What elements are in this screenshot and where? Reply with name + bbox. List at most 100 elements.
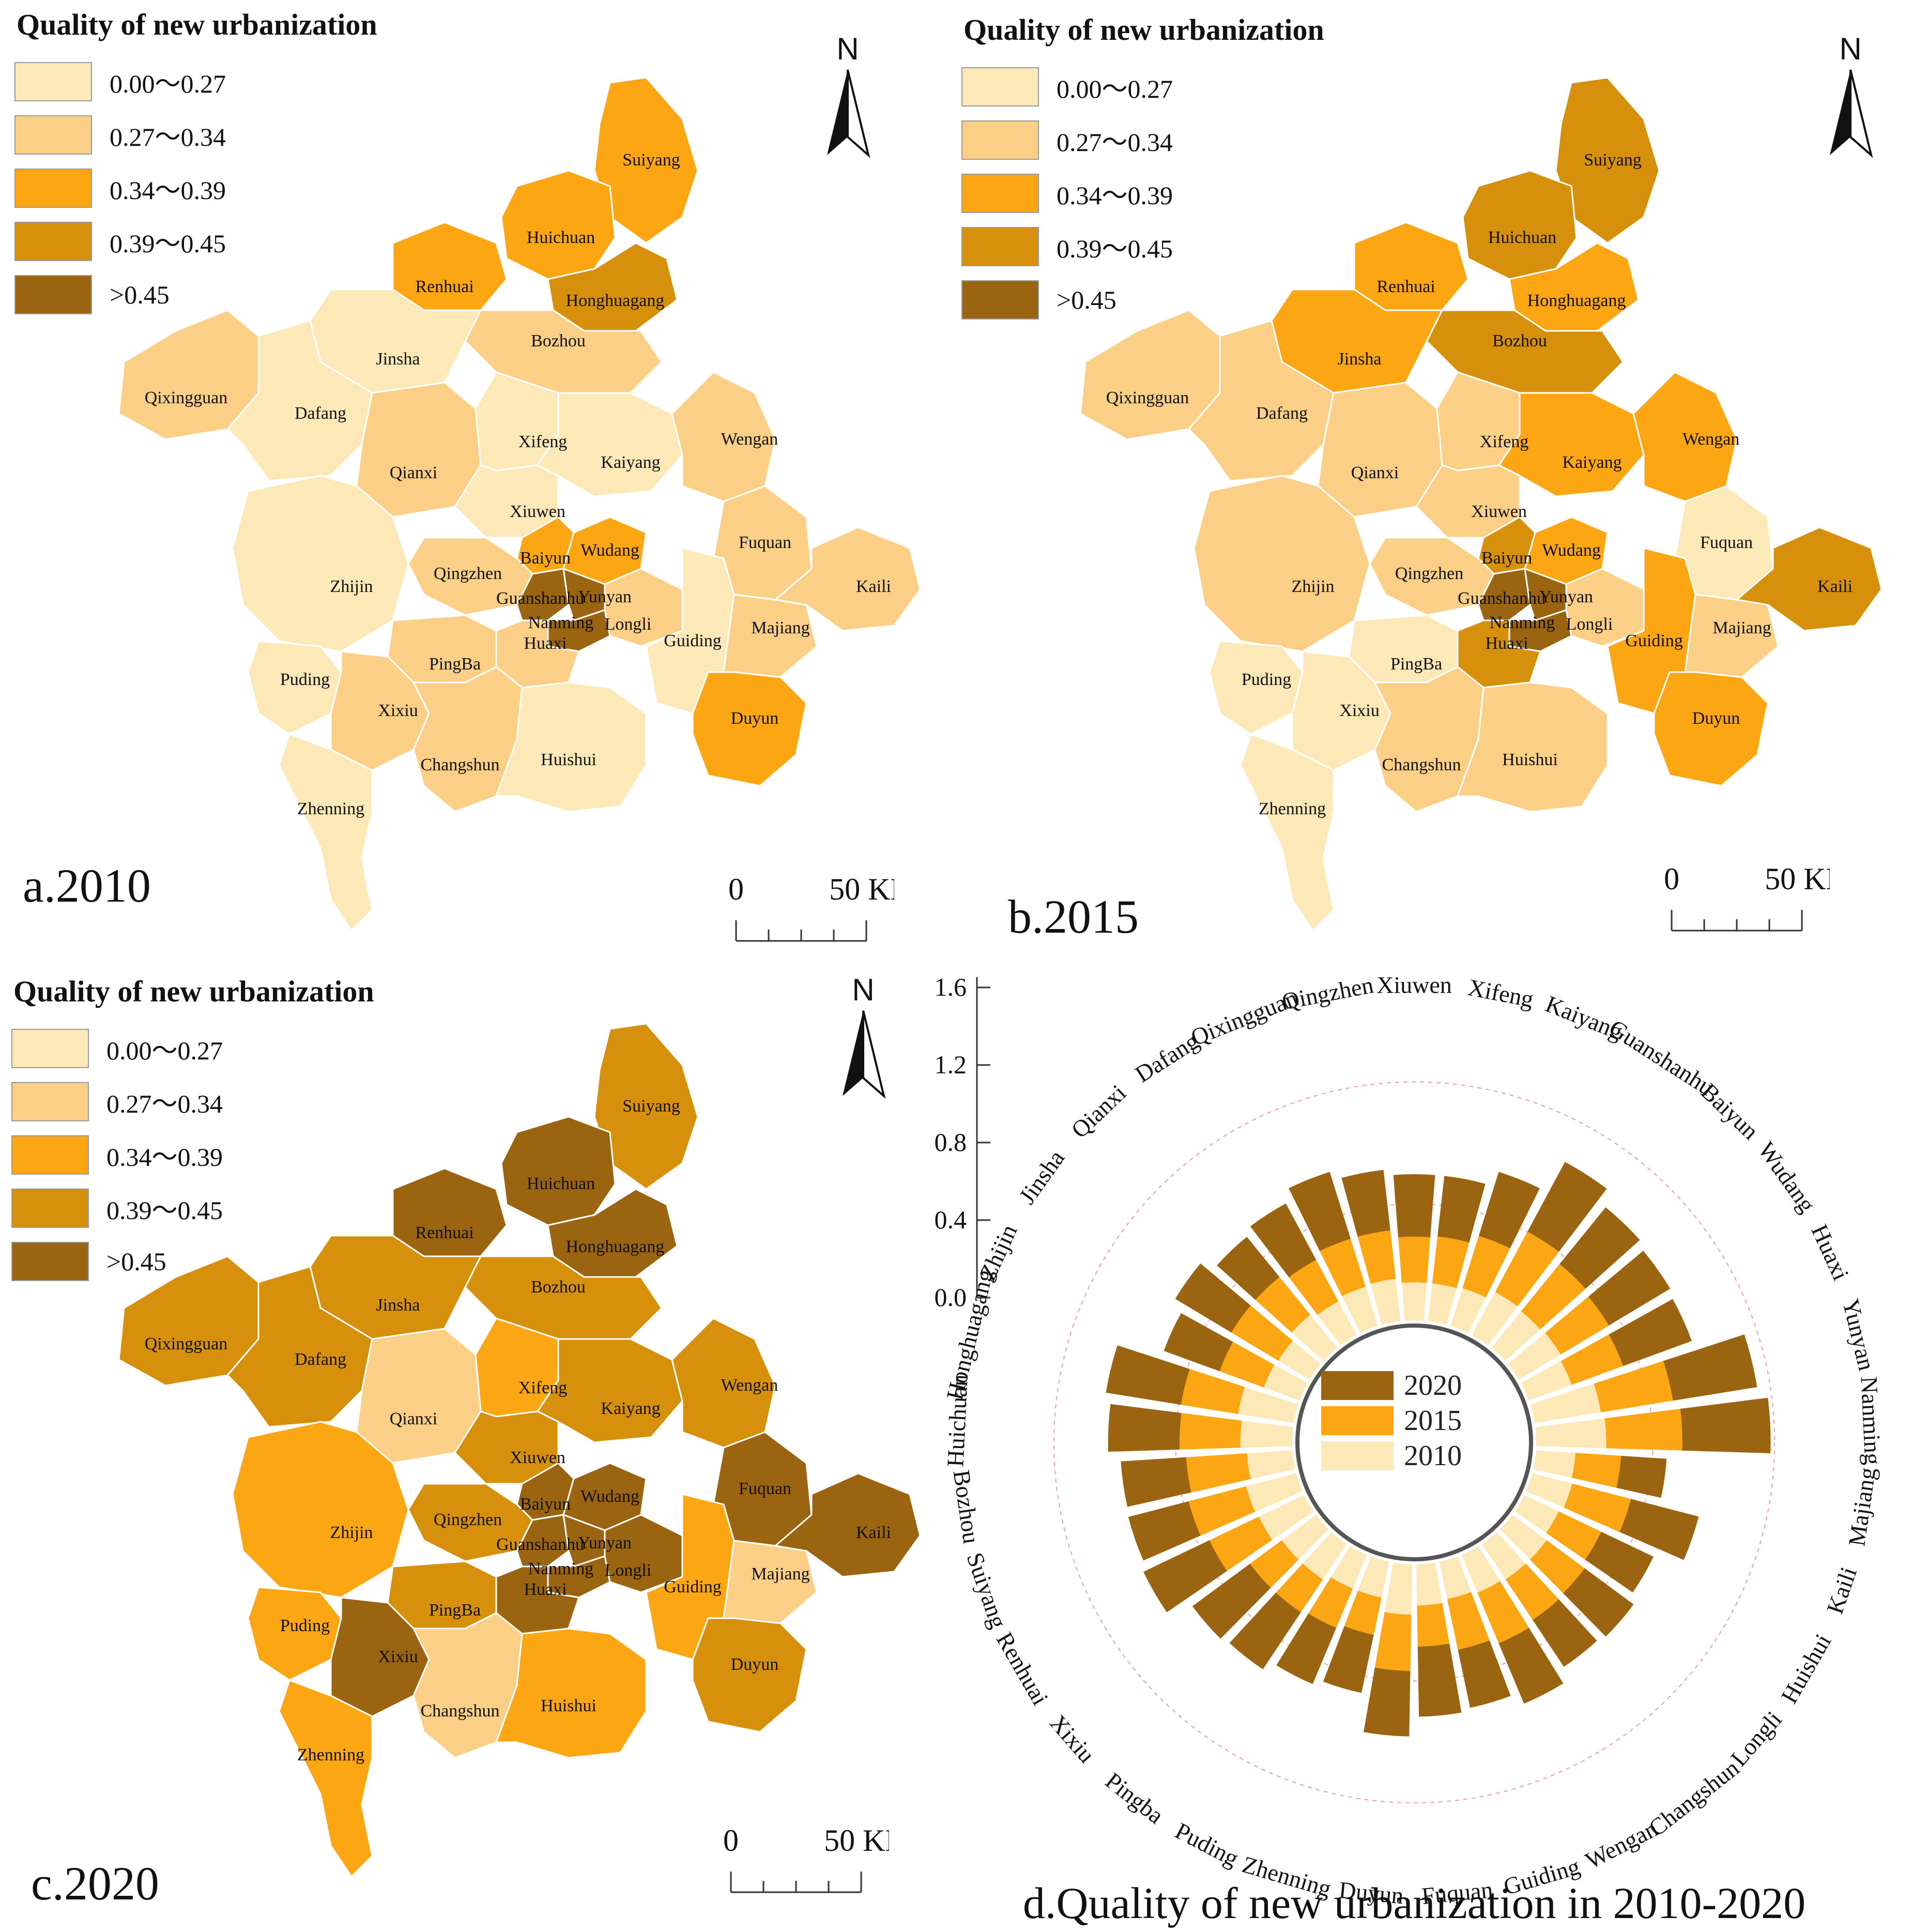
polar-bar-2015-wengan [1477, 1581, 1529, 1644]
polar-bar-2010-changshun [1481, 1532, 1526, 1579]
county-label: Wudang [580, 1487, 639, 1506]
legend-item: 0.34～0.39 [961, 174, 1173, 213]
county-label: Qingzhen [1395, 564, 1463, 583]
county-region-bozhou [464, 1255, 663, 1340]
choropleth-map: Suiyang Huichuan Renhuai Honghuagang Bozhou J… [1079, 77, 1883, 932]
polar-bar-2010-suiyang [1246, 1473, 1303, 1512]
polar-bar-2020-wengan [1498, 1627, 1564, 1704]
legend-label: >0.45 [110, 280, 170, 309]
polar-bar-2015-wudang [1545, 1297, 1609, 1355]
legend-item: 0.27～0.34 [11, 1082, 223, 1121]
polar-category-label: Changshun [1644, 1755, 1744, 1842]
county-label: Suiyang [622, 150, 680, 170]
legend-swatch [11, 1029, 89, 1068]
polar-bar-2020-bozhou [1121, 1457, 1191, 1507]
county-label: Xixiu [1339, 701, 1379, 720]
county-label: Qianxi [1351, 463, 1399, 482]
county-label: Guanshanhu [1458, 589, 1546, 608]
county-label: Nanming [1490, 613, 1555, 632]
county-region-suiyang [593, 77, 699, 244]
polar-bar-2015-dafang [1289, 1259, 1339, 1315]
legend-label: 0.39～0.45 [1057, 234, 1173, 263]
legend-label: 0.00～0.27 [1057, 74, 1173, 103]
inner-circle [1295, 1324, 1533, 1561]
north-arrow-icon: N [1830, 32, 1873, 158]
county-region-bozhou [1426, 309, 1624, 394]
legend-label: 0.27～0.34 [1057, 128, 1173, 157]
county-label: Bozhou [1492, 331, 1547, 351]
scale-bar: 0 50 KM [728, 872, 894, 942]
legend-item: >0.45 [961, 280, 1117, 320]
county-region-huishui [495, 681, 647, 813]
polar-bar-2015-xixiu [1250, 1540, 1299, 1588]
polar-bar-2015-renhuai [1209, 1516, 1273, 1571]
county-label: Guiding [664, 631, 721, 650]
legend-item: 0.27～0.34 [14, 115, 226, 155]
county-label: Renhuai [415, 1223, 473, 1242]
county-label: Huichuan [527, 228, 595, 247]
county-label: Longli [605, 615, 652, 634]
polar-bar-2010-zhenning [1357, 1556, 1389, 1598]
polar-bar-2015-qingzhen [1357, 1230, 1396, 1284]
legend-label: >0.45 [106, 1247, 166, 1276]
polar-bar-2020-fuquan [1417, 1644, 1462, 1717]
choropleth-map: Suiyang Huichuan Renhuai Honghuagang Bozhou J… [118, 1023, 921, 1878]
county-label: PingBa [429, 1601, 481, 1620]
county-label: Suiyang [1584, 150, 1641, 170]
choropleth-map: Suiyang Huichuan Renhuai Honghuagang Bozhou J… [118, 77, 921, 932]
polar-bar-2020-pingba [1229, 1592, 1301, 1669]
county-label: Majiang [751, 618, 809, 637]
polar-bar-2020-kaili [1619, 1499, 1699, 1560]
polar-category-label: Kaili [1822, 1563, 1862, 1617]
polar-bar-2020-guanshanhu [1527, 1162, 1607, 1252]
legend-item: >0.45 [11, 1242, 166, 1281]
county-label: Yunyan [1539, 587, 1593, 606]
county-label: Zhijin [1291, 577, 1334, 596]
county-label: Kaili [856, 577, 891, 596]
polar-legend-label: 2010 [1404, 1440, 1462, 1472]
polar-bar-2015-qianxi [1255, 1277, 1310, 1333]
legend-label: 0.27～0.34 [106, 1089, 223, 1118]
polar-bar-2020-renhuai [1143, 1540, 1227, 1612]
county-region-longli [604, 568, 683, 647]
county-label: Qingzhen [434, 1510, 502, 1529]
county-label: Huishui [541, 750, 597, 769]
polar-bar-2015-baiyun [1521, 1264, 1586, 1330]
legend-label: 0.34～0.39 [106, 1143, 223, 1172]
county-region-huichuan [500, 1116, 616, 1226]
value-axis-tick-label: 1.6 [935, 972, 967, 1001]
county-region-kaili [1736, 526, 1883, 632]
polar-bar-2010-xifeng [1428, 1283, 1457, 1325]
polar-category-label: Jinsha [1014, 1145, 1069, 1209]
county-label: Changshun [1382, 755, 1461, 774]
panel-label: b.2015 [1008, 890, 1139, 943]
county-label: Xifeng [1480, 432, 1528, 451]
polar-category-label: Huichuan [942, 1374, 972, 1467]
county-label: Jinsha [1338, 349, 1382, 369]
county-label: Honghuagang [566, 291, 665, 310]
legend-swatch [961, 227, 1039, 266]
county-region-duyun [1653, 671, 1769, 787]
north-arrow-icon: N [827, 32, 870, 158]
polar-bar-2010-fuquan [1416, 1562, 1443, 1606]
county-label: Baiyun [520, 549, 571, 568]
polar-bar-2020-puding [1276, 1613, 1337, 1684]
county-region-suiyang [593, 1023, 699, 1190]
polar-chart-title: d.Quality of new urbanization in 2010-20… [1023, 1878, 1806, 1928]
county-label: Huaxi [524, 634, 567, 653]
county-region-suiyang [1555, 77, 1660, 244]
polar-chart-panel: 0.0 0.4 0.8 1.2 1.6 Xiuwen Xifeng Kaiyang Guans… [879, 946, 1927, 1929]
legend-item: 0.00～0.27 [961, 67, 1173, 107]
polar-bar-2015-longli [1530, 1540, 1585, 1593]
legend-swatch [11, 1242, 89, 1281]
county-label: Renhuai [1377, 277, 1435, 296]
county-label: Wengan [721, 1376, 778, 1395]
county-label: PingBa [429, 655, 481, 674]
county-label: Zhenning [297, 1745, 364, 1764]
legend-label: 0.39～0.45 [106, 1196, 223, 1225]
county-label: Yunyan [578, 587, 632, 606]
polar-bar-2010-bozhou [1247, 1450, 1295, 1480]
county-region-longli [604, 1514, 683, 1593]
polar-bar-2010-duyun [1384, 1562, 1412, 1615]
scale-bar: 0 50 KM [723, 1823, 889, 1893]
